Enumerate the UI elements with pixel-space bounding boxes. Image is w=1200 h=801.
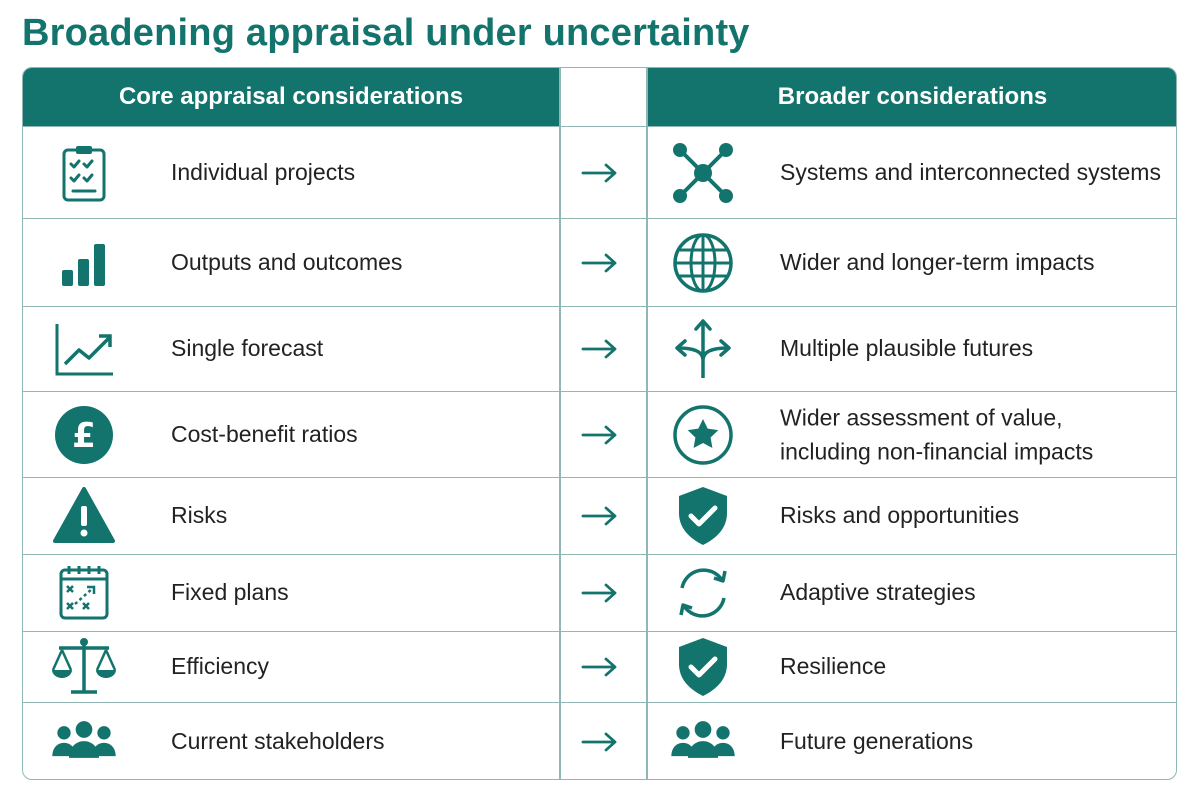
table-row: Individual projects Systems and interconn… (23, 126, 1176, 218)
people-group-icon (668, 707, 738, 777)
right-arrow-icon (580, 161, 620, 185)
table-row: Current stakeholders Future generations (23, 702, 1176, 779)
broader-item-label: Future generations (780, 728, 974, 755)
right-arrow-icon (580, 730, 620, 754)
diverging-arrows-icon (668, 314, 738, 384)
core-item-label: Individual projects (171, 158, 356, 185)
header-gap (559, 68, 647, 126)
pound-coin-icon: £ (49, 400, 119, 470)
star-circle-icon (668, 400, 738, 470)
core-header: Core appraisal considerations (23, 68, 559, 126)
right-arrow-icon (580, 655, 620, 679)
right-arrow-icon (580, 504, 620, 528)
cycle-arrows-icon (668, 558, 738, 628)
table-row: Efficiency Resilience (23, 631, 1176, 702)
core-item-label: Single forecast (171, 335, 324, 362)
svg-text:£: £ (72, 416, 96, 456)
people-group-icon (49, 707, 119, 777)
broader-item-label: Risks and opportunities (780, 502, 1020, 529)
table-row: Single forecast Multiple plausible future… (23, 306, 1176, 391)
core-item-label: Current stakeholders (171, 728, 385, 755)
line-chart-icon (49, 314, 119, 384)
broader-item-label: Systems and interconnected systems (780, 158, 1161, 185)
plan-calendar-icon (49, 558, 119, 628)
shield-check-icon (668, 481, 738, 551)
core-item-label: Risks (171, 502, 228, 529)
page-title: Broadening appraisal under uncertainty (22, 12, 750, 54)
core-item-label: Efficiency (171, 653, 270, 680)
network-icon (668, 138, 738, 208)
comparison-table: Core appraisal considerations Broader co… (22, 67, 1177, 780)
right-arrow-icon (580, 423, 620, 447)
core-item-label: Cost-benefit ratios (171, 420, 358, 447)
right-arrow-icon (580, 337, 620, 361)
globe-icon (668, 228, 738, 298)
broader-header: Broader considerations (647, 68, 1176, 126)
broader-item-label: Wider assessment of value, including non… (780, 404, 1094, 465)
right-arrow-icon (580, 581, 620, 605)
right-arrow-icon (580, 251, 620, 275)
warning-triangle-icon (49, 481, 119, 551)
table-row: Fixed plans Adaptive strategies (23, 554, 1176, 631)
broader-item-label: Wider and longer-term impacts (780, 248, 1095, 275)
core-item-label: Fixed plans (171, 579, 289, 606)
bar-chart-icon (49, 228, 119, 298)
checklist-icon (49, 138, 119, 208)
core-item-label: Outputs and outcomes (171, 248, 403, 275)
broader-item-label: Multiple plausible futures (780, 335, 1034, 362)
table-row: £ Cost-benefit ratios Wider assessment of … (23, 391, 1176, 477)
column-divider-left (559, 68, 561, 779)
scales-icon (49, 632, 119, 702)
table-row: Outputs and outcomes Wider and longer-ter… (23, 218, 1176, 306)
broader-item-label: Adaptive strategies (780, 579, 976, 606)
broader-item-label: Resilience (780, 653, 887, 680)
table-row: Risks Risks and opportunities (23, 477, 1176, 554)
shield-check-icon (668, 632, 738, 702)
column-divider-right (646, 68, 648, 779)
